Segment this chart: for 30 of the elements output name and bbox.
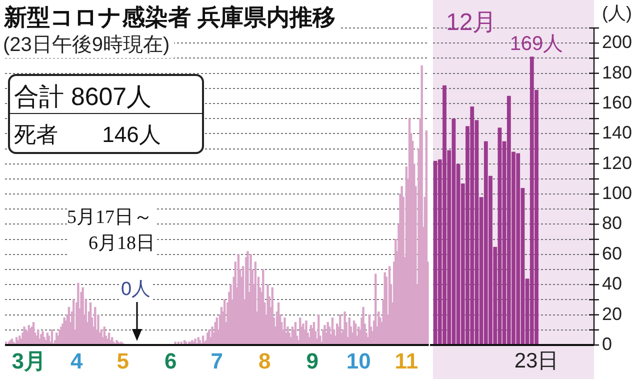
y-tick-label: 60 (602, 243, 622, 264)
y-tick-label: 160 (602, 92, 632, 112)
x-tick-label: 5 (116, 348, 130, 374)
chart-subtitle: (23日午後9時現在) (3, 31, 174, 58)
annotation: 5月17日～6月18日 (67, 205, 155, 257)
y-tick-label: 120 (602, 152, 632, 173)
x-tick-label: 7 (210, 348, 224, 374)
data-label: 169人 (510, 33, 564, 56)
y-tick-label: 100 (602, 183, 632, 204)
x-tick-label: 10 (346, 348, 371, 374)
annotation: 合計 8607人 (14, 82, 153, 113)
x-tick-label: 23日 (514, 349, 559, 372)
x-tick-label: 9 (306, 348, 319, 374)
y-tick-label: 200 (602, 32, 632, 52)
annotation: 死者 146人 (14, 121, 162, 149)
y-tick-label: 20 (602, 304, 622, 324)
annotation: 0人 (121, 276, 151, 302)
y-axis-title: (人) (602, 1, 632, 25)
y-tick-label: 180 (602, 62, 632, 82)
y-tick-label: 140 (602, 122, 632, 143)
chart-title: 新型コロナ感染者 兵庫県内推移 (4, 2, 340, 33)
x-tick-label: 8 (258, 348, 271, 374)
annotation: 12月 (446, 8, 497, 38)
x-tick-label: 11 (394, 348, 418, 374)
y-tick-label: 40 (602, 274, 622, 294)
y-tick-label: 0 (602, 334, 612, 354)
x-tick-label: 4 (70, 348, 84, 374)
x-tick-label: 6 (164, 348, 177, 374)
y-tick-label: 80 (602, 213, 622, 234)
x-tick-label: 3月 (12, 348, 46, 374)
